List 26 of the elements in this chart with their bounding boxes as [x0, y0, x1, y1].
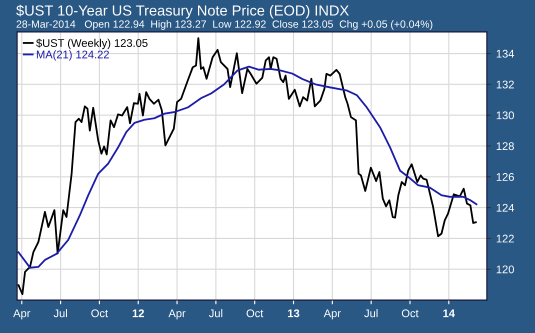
- y-tick-label: 120: [496, 265, 514, 274]
- x-tick-label: 13: [288, 309, 300, 318]
- x-tick-label: Apr: [324, 309, 341, 320]
- x-tick-label: Jul: [54, 309, 67, 318]
- chart-title: $UST 10-Year US Treasury Note Price (EOD) INDX: [16, 4, 349, 19]
- x-tick-label: Jul: [364, 309, 378, 318]
- legend-label: MA(21) 124.22: [36, 50, 109, 61]
- line-series: [18, 66, 478, 269]
- legend-label: $UST (Weekly) 123.05: [36, 38, 148, 50]
- x-tick-label: Oct: [246, 309, 264, 318]
- chart-subtitle: 28-Mar-2014 Open 122.94 High 123.27 Low 122.92 Close 123.05 Chg +0.05 (+0.04%): [16, 20, 432, 30]
- x-tick-label: Jul: [208, 309, 222, 318]
- x-tick-label: 14: [443, 309, 455, 318]
- y-tick-label: 134: [496, 50, 514, 58]
- x-tick-label: Apr: [168, 309, 186, 320]
- y-tick-label: 132: [496, 80, 514, 88]
- x-tick-label: Oct: [91, 309, 108, 318]
- x-tick-label: Oct: [402, 309, 419, 318]
- y-tick-label: 128: [496, 142, 514, 150]
- x-tick-label: Apr: [13, 309, 30, 320]
- y-tick-label: 122: [496, 234, 514, 242]
- x-tick-label: 12: [132, 309, 144, 318]
- y-tick-label: 130: [496, 111, 514, 120]
- y-tick-label: 124: [496, 204, 514, 212]
- y-tick-label: 126: [496, 173, 514, 181]
- line-series: [18, 37, 477, 296]
